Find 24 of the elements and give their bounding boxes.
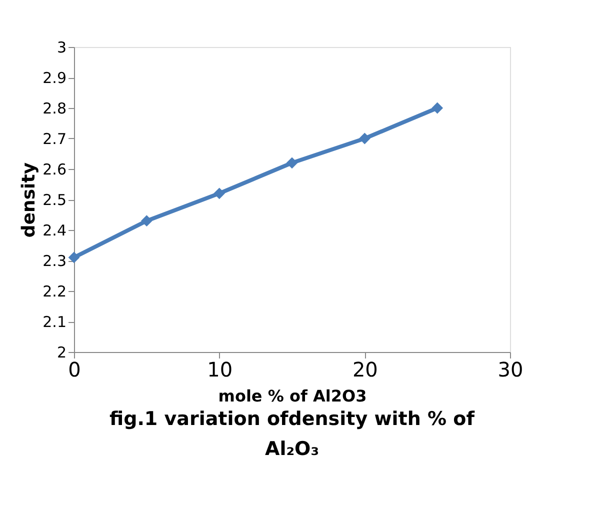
y-tick-label: 2.7 bbox=[42, 130, 66, 148]
point bbox=[286, 157, 298, 169]
x-tick-label: 20 bbox=[352, 358, 378, 382]
y-tick-label: 2.9 bbox=[42, 69, 66, 87]
y-tick-label: 2.2 bbox=[42, 282, 66, 300]
point bbox=[140, 215, 152, 227]
y-tick-label: 2.1 bbox=[42, 313, 66, 331]
x-tick-label: 30 bbox=[498, 358, 524, 382]
y-tick-label: 2 bbox=[56, 344, 66, 362]
y-tick-label: 2.5 bbox=[42, 191, 66, 209]
point bbox=[358, 132, 370, 144]
y-tick-label: 2.8 bbox=[42, 100, 66, 118]
x-tick-label: 0 bbox=[68, 358, 81, 382]
y-tick-label: 2.4 bbox=[42, 222, 66, 240]
y-tick-label: 3 bbox=[56, 38, 66, 56]
point bbox=[432, 102, 444, 114]
caption: fig.1 variation ofdensity with % of Al₂O₃ bbox=[110, 408, 476, 460]
y-tick-label: 2.6 bbox=[42, 160, 66, 178]
y-tick-label: 2.3 bbox=[42, 252, 66, 270]
x-tick-label: 10 bbox=[207, 358, 233, 382]
y-axis-title: density bbox=[18, 162, 40, 238]
point bbox=[214, 188, 226, 200]
point bbox=[68, 252, 80, 264]
x-axis-title: mole % of Al2O3 bbox=[218, 386, 367, 406]
